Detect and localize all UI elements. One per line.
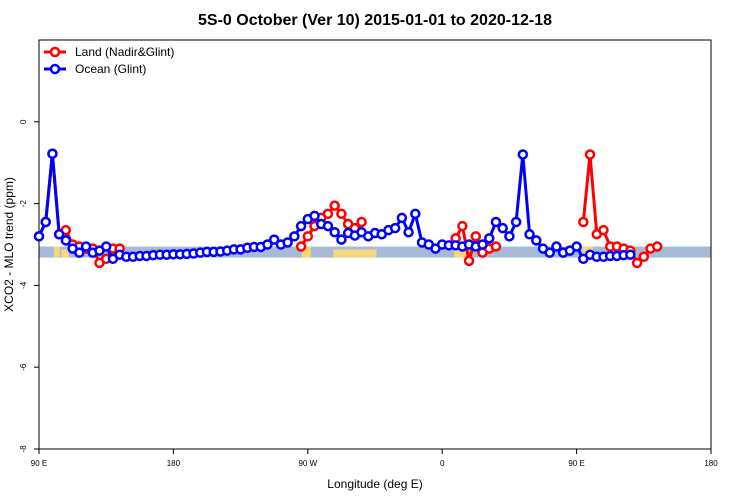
data-point xyxy=(470,231,482,242)
y-tick-label: -4 xyxy=(19,281,28,289)
data-point xyxy=(638,251,650,263)
data-point xyxy=(268,234,280,245)
x-axis: 90 E 180 90 W 0 90 E 180 xyxy=(31,449,718,468)
data-point xyxy=(282,237,293,248)
map-land-patch xyxy=(53,246,60,258)
data-point xyxy=(524,229,535,240)
data-point xyxy=(80,241,92,252)
data-point xyxy=(625,249,636,260)
y-tick-label: -8 xyxy=(19,445,28,453)
series-ocean xyxy=(33,148,636,265)
data-point xyxy=(517,149,529,160)
x-tick-label: 90 E xyxy=(568,459,584,468)
map-land-patch xyxy=(333,249,377,258)
data-point xyxy=(262,239,273,250)
data-point xyxy=(302,231,314,242)
legend-land-label: Land (Nadir&Glint) xyxy=(75,45,174,59)
y-axis-label: XCO2 - MLO trend (ppm) xyxy=(2,177,16,312)
data-point xyxy=(457,220,468,232)
data-point xyxy=(47,148,58,159)
data-point xyxy=(584,149,596,160)
map-land-patch xyxy=(61,249,69,258)
data-point xyxy=(329,200,340,211)
data-point xyxy=(631,257,643,269)
data-point xyxy=(571,241,582,252)
data-point xyxy=(322,208,334,220)
data-point xyxy=(483,233,495,244)
y-tick-label: 0 xyxy=(19,119,28,124)
data-point xyxy=(60,235,72,246)
data-point xyxy=(510,216,522,228)
data-point xyxy=(322,220,334,232)
data-point xyxy=(389,222,401,234)
data-point xyxy=(74,247,85,258)
data-point xyxy=(53,229,65,240)
data-point xyxy=(329,226,340,238)
data-point xyxy=(403,226,414,238)
data-point xyxy=(33,231,45,242)
data-point xyxy=(396,212,408,224)
y-tick-label: -6 xyxy=(19,363,28,371)
map-land-patch xyxy=(301,246,311,258)
data-point xyxy=(295,241,307,252)
data-point xyxy=(100,241,112,252)
data-point xyxy=(578,216,589,228)
data-point xyxy=(295,220,307,232)
chart-title: 5S-0 October (Ver 10) 2015-01-01 to 2020… xyxy=(198,12,552,29)
data-point xyxy=(651,241,663,252)
x-tick-label: 90 E xyxy=(31,459,47,468)
x-tick-label: 90 W xyxy=(298,459,317,468)
data-point xyxy=(40,216,51,228)
data-point xyxy=(551,241,562,252)
data-point xyxy=(356,216,367,228)
x-tick-label: 180 xyxy=(167,459,181,468)
data-point xyxy=(504,231,515,242)
data-point xyxy=(336,208,347,220)
data-point xyxy=(309,210,320,222)
data-point xyxy=(598,224,609,236)
legend-ocean-marker xyxy=(49,63,61,75)
x-axis-label: Longitude (deg E) xyxy=(327,477,422,491)
data-point xyxy=(544,247,555,258)
map-land-patch xyxy=(454,246,467,258)
legend: Land (Nadir&Glint) Ocean (Glint) xyxy=(44,45,174,76)
plot-frame xyxy=(38,39,712,450)
x-tick-label: 180 xyxy=(704,459,718,468)
data-point xyxy=(289,231,300,242)
data-point xyxy=(490,216,502,228)
data-point xyxy=(463,255,475,267)
x-tick-label: 0 xyxy=(440,459,445,468)
data-point xyxy=(477,239,488,250)
data-point xyxy=(490,241,502,252)
data-point xyxy=(410,208,421,220)
legend-land-marker xyxy=(49,46,61,58)
data-point xyxy=(497,222,508,234)
data-point xyxy=(531,235,542,246)
legend-ocean-label: Ocean (Glint) xyxy=(75,62,146,76)
data-point xyxy=(336,234,347,245)
y-tick-label: -2 xyxy=(19,199,28,207)
series-layer xyxy=(33,148,663,269)
y-axis: 0 -2 -4 -6 -8 xyxy=(19,119,39,453)
